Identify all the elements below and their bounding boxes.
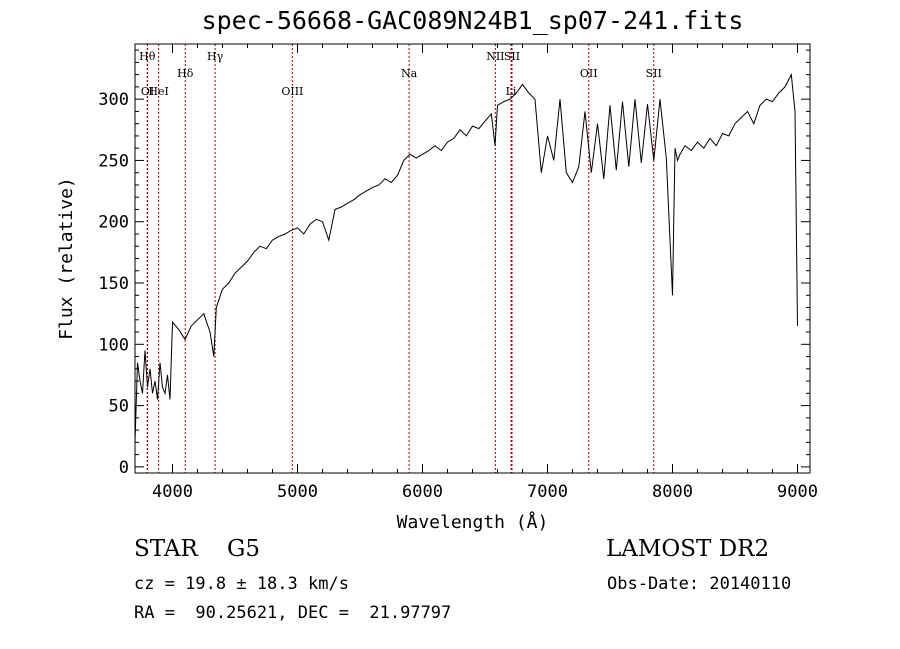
x-tick-label: 9000	[777, 482, 818, 502]
x-tick-label: 6000	[402, 482, 443, 502]
spectrum-series	[134, 72, 798, 443]
object-class: STAR G5	[134, 536, 260, 562]
y-tick-label: 150	[98, 274, 129, 294]
observation-date: Obs-Date: 20140110	[607, 574, 792, 594]
line-marker-label: OI	[141, 85, 154, 98]
x-tick-label: 8000	[652, 482, 693, 502]
line-marker-label: HeI	[148, 85, 168, 98]
redshift-cz: cz = 19.8 ± 18.3 km/s	[134, 574, 349, 594]
y-axis-label: Flux (relative)	[56, 177, 77, 340]
survey-name: LAMOST DR2	[606, 536, 770, 562]
line-marker-label: Hδ	[177, 67, 194, 80]
object-subclass: G5	[227, 536, 261, 562]
spectrum-line-0	[134, 72, 798, 443]
line-marker-label: SII	[646, 67, 662, 80]
plot-frame	[134, 43, 811, 474]
axis-ticks: 4000 5000 6000 7000 8000 9000 0 50 100 150 200 250 3…	[98, 44, 818, 502]
chart-title: spec-56668-GAC089N24B1_sp07-241.fits	[201, 6, 744, 35]
line-marker-label: Hγ	[207, 50, 224, 63]
y-tick-label: 200	[98, 213, 129, 233]
x-tick-label: 4000	[152, 482, 193, 502]
object-type: STAR	[134, 536, 198, 562]
y-tick-label: 250	[98, 151, 129, 171]
ra-dec-coordinates: RA = 90.25621, DEC = 21.97797	[134, 603, 452, 623]
line-marker-label: Li	[506, 85, 517, 98]
x-tick-label: 5000	[277, 482, 318, 502]
line-marker-label: OIII	[281, 85, 303, 98]
y-tick-label: 300	[98, 90, 129, 110]
y-tick-label: 50	[109, 397, 129, 417]
x-axis-label: Wavelength (Å)	[397, 511, 549, 533]
line-marker-label: NII	[486, 50, 504, 63]
x-tick-label: 7000	[527, 482, 568, 502]
line-marker-label: Na	[401, 67, 418, 80]
y-tick-label: 100	[98, 335, 129, 355]
y-tick-label: 0	[119, 458, 129, 478]
line-marker-label: OII	[580, 67, 598, 80]
line-marker-label: SII	[504, 50, 520, 63]
